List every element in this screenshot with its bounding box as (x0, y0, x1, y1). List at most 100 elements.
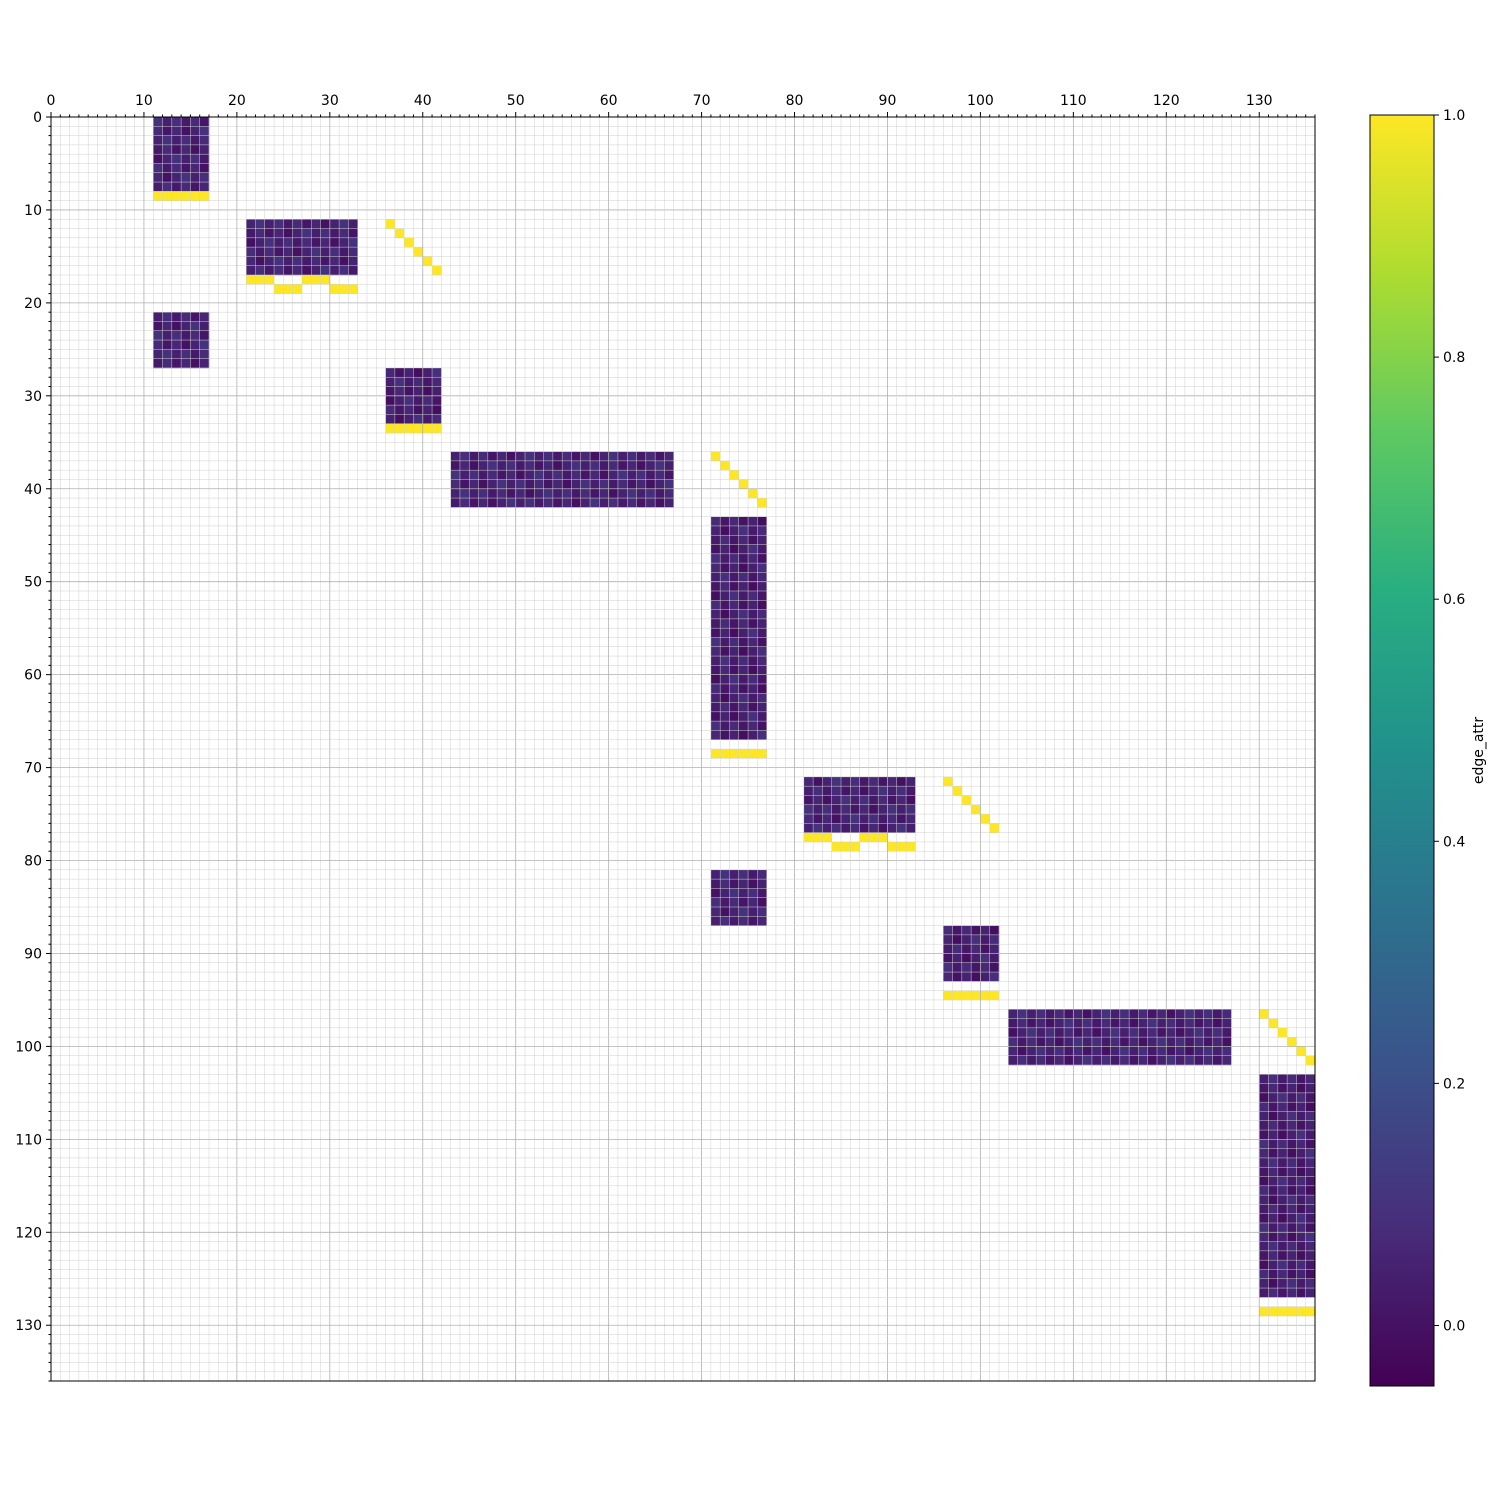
heatmap-cell (1287, 1037, 1297, 1047)
heatmap-cell (803, 832, 814, 843)
heatmap-cell (757, 683, 767, 694)
heatmap-cell (1054, 1027, 1065, 1038)
heatmap-cell (757, 637, 767, 648)
heatmap-cell (153, 349, 163, 359)
heatmap-cell (627, 488, 637, 499)
heatmap-cell (961, 972, 972, 982)
heatmap-cell (1166, 1055, 1176, 1066)
heatmap-cell (459, 498, 470, 508)
heatmap-cell (1277, 1167, 1288, 1177)
heatmap-cell (311, 256, 321, 267)
heatmap-cell (1277, 1269, 1288, 1280)
heatmap-cell (710, 869, 721, 880)
heatmap-cell (1064, 1018, 1074, 1029)
heatmap-cell (385, 367, 396, 378)
heatmap-cell (394, 386, 405, 397)
heatmap-cell (264, 247, 275, 257)
heatmap-cell (162, 340, 173, 350)
heatmap-cell (1194, 1046, 1204, 1057)
y-tick-label: 100 (15, 1039, 42, 1055)
heatmap-cell (729, 591, 740, 601)
heatmap-cell (1287, 1157, 1297, 1168)
heatmap-cell (515, 470, 526, 480)
heatmap-cell (1296, 1083, 1307, 1094)
heatmap-cell (748, 600, 758, 610)
heatmap-cell (757, 721, 767, 731)
heatmap-cell (1287, 1250, 1297, 1261)
heatmap-cell (1119, 1027, 1130, 1038)
heatmap-cell (181, 163, 191, 174)
heatmap-cell (1305, 1278, 1316, 1289)
heatmap-cell (1045, 1018, 1056, 1029)
heatmap-cell (943, 972, 953, 982)
heatmap-cell (1222, 1018, 1232, 1029)
heatmap-cell (720, 609, 730, 620)
heatmap-cell (1305, 1139, 1316, 1149)
heatmap-cell (153, 154, 163, 164)
heatmap-cell (1296, 1250, 1307, 1261)
heatmap-cell (748, 683, 758, 694)
heatmap-cell (1268, 1250, 1279, 1261)
heatmap-cell (757, 702, 767, 713)
heatmap-cell (757, 581, 767, 592)
heatmap-cell (292, 265, 303, 276)
heatmap-cell (1064, 1027, 1074, 1038)
heatmap-cell (1277, 1241, 1288, 1252)
heatmap-cell (748, 907, 758, 917)
heatmap-cell (1268, 1092, 1279, 1103)
heatmap-cell (469, 460, 479, 471)
heatmap-cell (301, 228, 312, 239)
heatmap-cell (720, 581, 730, 592)
heatmap-cell (1287, 1195, 1297, 1205)
heatmap-cell (1184, 1009, 1195, 1019)
heatmap-cell (729, 730, 740, 741)
heatmap-cell (1017, 1055, 1028, 1066)
heatmap-cell (190, 135, 201, 146)
heatmap-cell (989, 972, 1000, 982)
plot-area: 00 10 10 20 20 30 30 40 40 50 50 60 60 70 70 80 80 90 90 10… (15, 93, 1316, 1382)
heatmap-cell (878, 804, 888, 815)
heatmap-cell (729, 581, 740, 592)
heatmap-cell (971, 804, 981, 815)
heatmap-cell (413, 414, 424, 425)
heatmap-cell (720, 683, 730, 694)
x-tick-label: 130 (1246, 93, 1273, 109)
heatmap-cell (1268, 1083, 1279, 1094)
heatmap-cell (320, 219, 331, 229)
heatmap-cell (729, 535, 740, 545)
heatmap-cell (841, 814, 851, 824)
heatmap-cell (181, 330, 191, 341)
heatmap-cell (1203, 1027, 1214, 1038)
heatmap-cell (710, 553, 721, 564)
heatmap-cell (738, 888, 749, 899)
heatmap-cell (1036, 1055, 1046, 1066)
heatmap-cell (748, 581, 758, 592)
heatmap-cell (543, 470, 554, 480)
heatmap-cell (943, 962, 953, 973)
heatmap-cell (171, 312, 182, 322)
heatmap-cell (171, 321, 182, 332)
heatmap-cell (497, 470, 507, 480)
heatmap-cell (1157, 1009, 1167, 1019)
heatmap-cell (617, 488, 628, 499)
heatmap-cell (171, 340, 182, 350)
heatmap-cell (729, 897, 740, 908)
heatmap-cell (1305, 1055, 1316, 1066)
heatmap-cell (292, 247, 303, 257)
heatmap-cell (831, 841, 842, 852)
heatmap-cell (980, 925, 991, 936)
heatmap-cell (478, 451, 489, 462)
heatmap-cell (181, 358, 191, 369)
heatmap-cell (1101, 1046, 1111, 1057)
heatmap-cell (162, 154, 173, 164)
heatmap-cell (1268, 1139, 1279, 1149)
heatmap-cell (1268, 1120, 1279, 1131)
heatmap-cell (404, 395, 414, 406)
heatmap-cell (1305, 1260, 1316, 1270)
heatmap-cell (1296, 1092, 1307, 1103)
heatmap-cell (748, 535, 758, 545)
heatmap-cell (748, 525, 758, 536)
heatmap-cell (162, 172, 173, 183)
heatmap-cell (738, 600, 749, 610)
heatmap-cell (1147, 1027, 1158, 1038)
